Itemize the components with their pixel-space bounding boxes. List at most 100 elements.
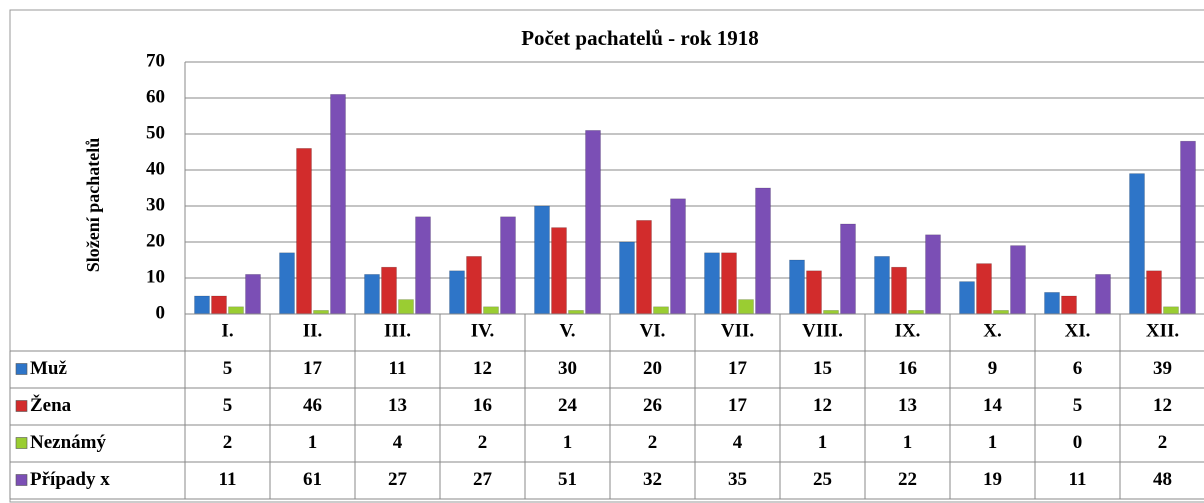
legend-swatch: [15, 437, 28, 449]
table-value: 1: [988, 432, 998, 453]
bar: [653, 306, 669, 315]
bar: [738, 299, 754, 315]
table-value: 51: [558, 469, 577, 490]
legend-label: Žena: [30, 394, 72, 416]
table-value: 6: [1073, 358, 1083, 379]
legend-swatch: [15, 363, 28, 375]
bar: [364, 274, 380, 315]
table-value: 12: [813, 395, 832, 416]
bar: [296, 148, 312, 315]
x-tick-label: III.: [384, 320, 411, 341]
y-tick-label: 10: [146, 266, 165, 287]
bar: [500, 216, 516, 315]
x-tick-label: XII.: [1146, 320, 1179, 341]
legend-swatch: [15, 400, 28, 412]
table-value: 17: [728, 395, 748, 416]
bar: [670, 198, 686, 315]
table-value: 1: [308, 432, 318, 453]
table-value: 46: [303, 395, 322, 416]
bar: [704, 252, 720, 315]
bar: [1180, 140, 1196, 315]
table-value: 1: [903, 432, 913, 453]
bar: [211, 295, 227, 315]
table-value: 48: [1153, 469, 1172, 490]
bar: [959, 281, 975, 315]
table-value: 16: [898, 358, 917, 379]
bar: [993, 310, 1009, 315]
table-value: 12: [473, 358, 492, 379]
table-value: 5: [223, 395, 233, 416]
bar: [636, 220, 652, 315]
bar: [551, 227, 567, 315]
bar: [874, 256, 890, 315]
bar: [466, 256, 482, 315]
bar: [840, 223, 856, 315]
bar: [1163, 306, 1179, 315]
legend-label: Muž: [30, 358, 68, 379]
x-tick-label: IX.: [895, 320, 921, 341]
table-value: 0: [1073, 432, 1083, 453]
x-tick-label: V.: [559, 320, 575, 341]
chart-border: [9, 9, 1204, 503]
table-value: 4: [733, 432, 743, 453]
bar: [398, 299, 414, 315]
bar: [483, 306, 499, 315]
table-value: 11: [389, 358, 407, 379]
table-value: 25: [813, 469, 832, 490]
x-tick-label: VI.: [640, 320, 666, 341]
bar: [194, 295, 210, 315]
table-value: 35: [728, 469, 747, 490]
bar: [721, 252, 737, 315]
table-value: 32: [643, 469, 662, 490]
bar: [1095, 274, 1111, 315]
table-value: 14: [983, 395, 1003, 416]
bar: [1010, 245, 1026, 315]
bar: [449, 270, 465, 315]
table-value: 17: [728, 358, 748, 379]
table-value: 27: [388, 469, 408, 490]
bar: [755, 187, 771, 315]
table-value: 2: [478, 432, 488, 453]
bar: [585, 130, 601, 315]
bar: [1129, 173, 1145, 315]
x-tick-label: X.: [983, 320, 1001, 341]
y-tick-label: 50: [146, 122, 165, 143]
bar: [1146, 270, 1162, 315]
table-value: 24: [558, 395, 578, 416]
y-tick-label: 0: [156, 302, 166, 323]
x-tick-label: I.: [221, 320, 233, 341]
bar: [925, 234, 941, 315]
y-tick-label: 60: [146, 86, 165, 107]
y-tick-label: 40: [146, 158, 165, 179]
chart-title: Počet pachatelů - rok 1918: [521, 26, 759, 50]
table-value: 19: [983, 469, 1002, 490]
table-value: 4: [393, 432, 403, 453]
table-value: 17: [303, 358, 323, 379]
table-value: 61: [303, 469, 322, 490]
y-tick-label: 30: [146, 194, 165, 215]
table-value: 9: [988, 358, 998, 379]
bar: [976, 263, 992, 315]
x-tick-label: IV.: [471, 320, 494, 341]
table-value: 22: [898, 469, 917, 490]
table-value: 2: [648, 432, 658, 453]
bar: [619, 241, 635, 315]
table-value: 20: [643, 358, 662, 379]
bar: [534, 205, 550, 315]
legend-label: Případy x: [30, 469, 110, 490]
table-value: 5: [223, 358, 233, 379]
table-value: 1: [818, 432, 828, 453]
table-value: 2: [223, 432, 233, 453]
y-tick-label: 70: [146, 50, 165, 71]
x-tick-label: VII.: [721, 320, 754, 341]
bar: [806, 270, 822, 315]
bar: [415, 216, 431, 315]
bar: [789, 259, 805, 315]
bar: [330, 94, 346, 315]
table-value: 13: [898, 395, 917, 416]
table-value: 13: [388, 395, 407, 416]
bar: [1044, 292, 1060, 315]
bar: [381, 266, 397, 315]
bar: [891, 266, 907, 315]
